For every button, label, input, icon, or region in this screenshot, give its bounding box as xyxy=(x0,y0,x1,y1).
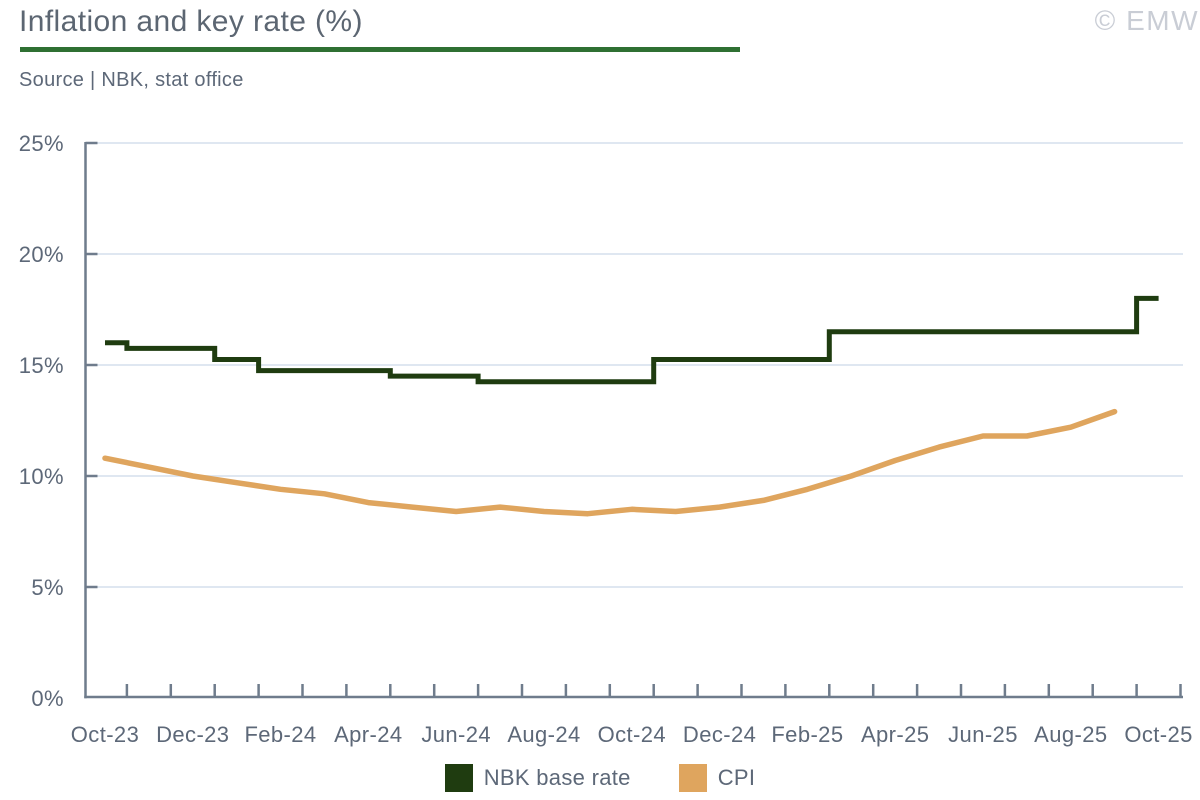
nbk-base-rate-swatch xyxy=(444,764,473,792)
source-caption: Source | NBK, stat office xyxy=(19,69,244,91)
x-axis-label: Oct-23 xyxy=(71,722,139,747)
y-axis-label: 5% xyxy=(31,575,64,600)
cpi-legend-label: CPI xyxy=(717,765,756,790)
x-axis-label: Aug-25 xyxy=(1034,722,1107,747)
x-axis-label: Apr-25 xyxy=(861,722,929,747)
legend-item-cpi: CPI xyxy=(678,764,756,792)
y-axis-label: 0% xyxy=(31,686,64,711)
nbk-base-rate-line xyxy=(105,295,1159,385)
x-axis-label: Apr-24 xyxy=(334,722,402,747)
page-title: Inflation and key rate (%) xyxy=(19,5,363,38)
x-axis-label: Jun-25 xyxy=(948,722,1018,747)
y-axis-label: 10% xyxy=(19,464,64,489)
x-axis-label: Oct-24 xyxy=(598,722,666,747)
chart-legend: NBK base rate CPI xyxy=(0,764,1200,792)
x-axis-label: Jun-24 xyxy=(421,722,491,747)
copyright-watermark: © EMW xyxy=(1094,5,1199,36)
y-axis-label: 25% xyxy=(19,131,64,156)
x-axis-label: Feb-25 xyxy=(771,722,843,747)
y-axis-label: 15% xyxy=(19,353,64,378)
nbk-base-rate-legend-label: NBK base rate xyxy=(483,765,631,790)
cpi-line xyxy=(102,408,1118,517)
y-axis-label: 20% xyxy=(19,242,64,267)
title-underline xyxy=(20,47,740,52)
legend-item-nbk-base-rate: NBK base rate xyxy=(444,764,631,792)
cpi-swatch xyxy=(678,764,707,792)
x-axis-label: Aug-24 xyxy=(507,722,580,747)
x-axis-label: Feb-24 xyxy=(244,722,316,747)
x-axis-label: Dec-24 xyxy=(683,722,756,747)
x-axis-label: Dec-23 xyxy=(156,722,229,747)
x-axis-label: Oct-25 xyxy=(1124,722,1192,747)
